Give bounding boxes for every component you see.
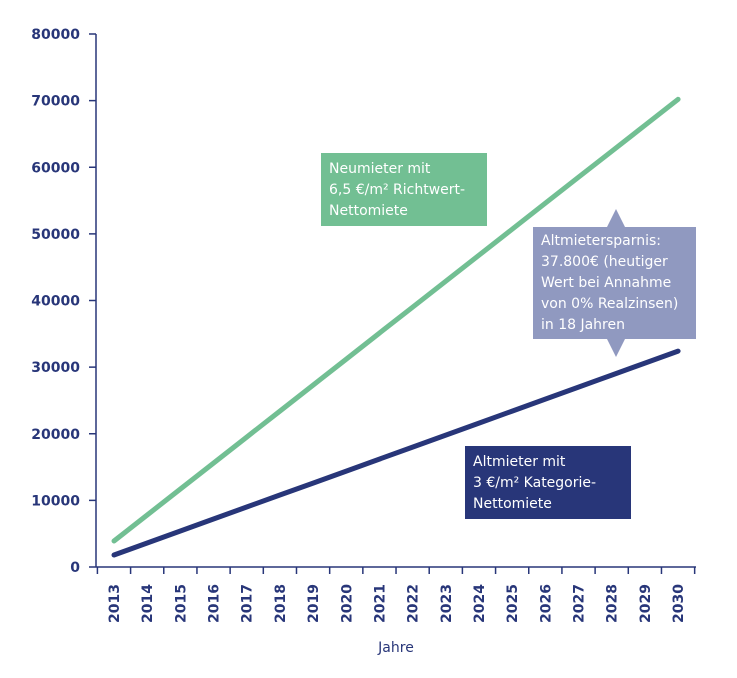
savings-arrow-down-icon xyxy=(607,339,625,357)
x-tick-label: 2021 xyxy=(372,584,388,623)
x-tick-label: 2029 xyxy=(638,584,654,623)
x-tick-label: 2030 xyxy=(671,584,687,623)
x-tick-label: 2026 xyxy=(538,584,554,623)
callout-savings-line-3: Wert bei Annahme xyxy=(541,275,672,291)
callout-new-tenant: Neumieter mit 6,5 €/m² Richtwert- Nettom… xyxy=(321,153,487,226)
callout-old-line-3: Nettomiete xyxy=(473,496,552,512)
savings-arrow-up-icon xyxy=(607,209,625,227)
callout-new-line-2: 6,5 €/m² Richtwert- xyxy=(329,182,466,198)
x-tick-label: 2014 xyxy=(140,584,156,623)
x-tick-label: 2016 xyxy=(207,584,223,623)
callout-savings-line-1: Altmietersparnis: xyxy=(541,233,661,249)
x-tick-label: 2018 xyxy=(273,584,289,623)
y-tick-label: 60000 xyxy=(31,160,80,176)
callout-savings-line-4: von 0% Realzinsen) xyxy=(541,296,679,312)
x-tick-label: 2022 xyxy=(406,584,422,623)
callout-old-tenant: Altmieter mit 3 €/m² Kategorie- Nettomie… xyxy=(465,446,631,519)
callout-old-line-2: 3 €/m² Kategorie- xyxy=(473,475,597,491)
y-tick-label: 20000 xyxy=(31,427,80,443)
y-tick-label: 50000 xyxy=(31,227,80,243)
series-line-neumieter xyxy=(111,96,681,544)
y-tick-label: 40000 xyxy=(31,294,80,310)
series-line-altmieter xyxy=(111,348,681,558)
x-tick-label: 2024 xyxy=(472,584,488,623)
x-axis-title: Jahre xyxy=(377,640,414,656)
x-tick-label: 2015 xyxy=(173,584,189,623)
x-tick-label: 2028 xyxy=(605,584,621,623)
x-tick-label: 2019 xyxy=(306,584,322,623)
callout-new-line-3: Nettomiete xyxy=(329,203,408,219)
x-tick-label: 2025 xyxy=(505,584,521,623)
y-tick-label: 10000 xyxy=(31,493,80,509)
x-tick-label: 2017 xyxy=(240,584,256,623)
callout-savings-line-5: in 18 Jahren xyxy=(541,317,625,333)
x-tick-label: 2020 xyxy=(339,584,355,623)
callout-new-line-1: Neumieter mit xyxy=(329,161,431,177)
y-tick-label: 30000 xyxy=(31,360,80,376)
callout-savings: Altmietersparnis: 37.800€ (heutiger Wert… xyxy=(533,227,696,339)
y-tick-label: 0 xyxy=(70,560,80,576)
x-tick-label: 2023 xyxy=(439,584,455,623)
callout-savings-line-2: 37.800€ (heutiger xyxy=(541,254,668,270)
y-tick-label: 70000 xyxy=(31,94,80,110)
y-tick-label: 80000 xyxy=(31,27,80,43)
x-tick-label: 2027 xyxy=(572,584,588,623)
callout-old-line-1: Altmieter mit xyxy=(473,454,566,470)
x-tick-label: 2013 xyxy=(107,584,123,623)
